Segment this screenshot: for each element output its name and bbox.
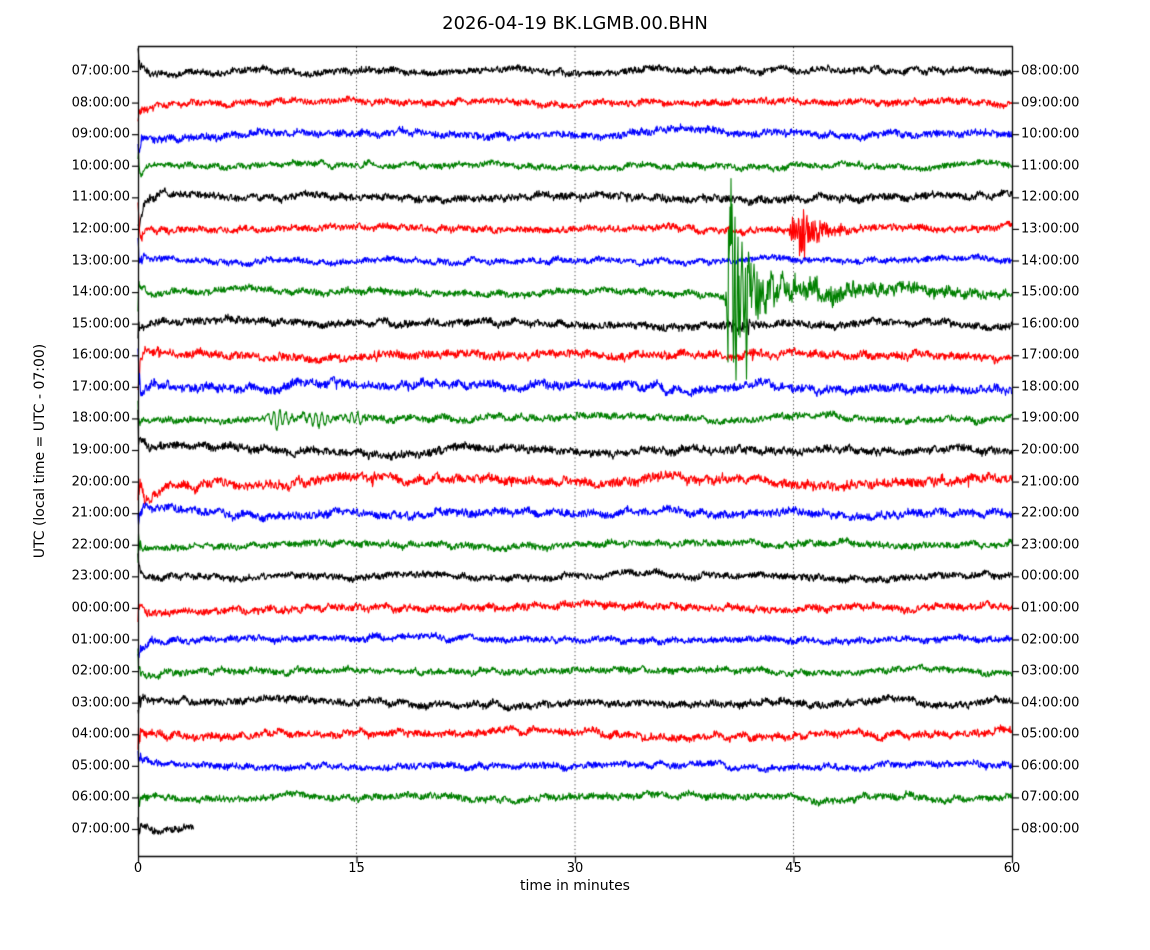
right-time-label: 05:00:00 xyxy=(1021,726,1080,742)
x-tick-label: 60 xyxy=(1003,861,1021,876)
right-time-label: 13:00:00 xyxy=(1021,221,1080,237)
left-time-label: 12:00:00 xyxy=(71,221,130,237)
left-time-label: 23:00:00 xyxy=(71,568,130,584)
left-time-label: 02:00:00 xyxy=(71,663,130,679)
right-time-label: 11:00:00 xyxy=(1021,158,1080,174)
left-time-label: 19:00:00 xyxy=(71,442,130,458)
right-time-label: 20:00:00 xyxy=(1021,442,1080,458)
left-time-label: 17:00:00 xyxy=(71,379,130,395)
x-tick-label: 45 xyxy=(785,861,802,876)
left-time-label: 09:00:00 xyxy=(71,126,130,142)
right-time-label: 06:00:00 xyxy=(1021,758,1080,774)
left-time-label: 15:00:00 xyxy=(71,316,130,332)
left-time-label: 11:00:00 xyxy=(71,189,130,205)
left-time-label: 14:00:00 xyxy=(71,284,130,300)
left-time-label: 03:00:00 xyxy=(71,695,130,711)
left-time-label: 07:00:00 xyxy=(71,63,130,79)
right-time-label: 00:00:00 xyxy=(1021,568,1080,584)
right-time-label: 02:00:00 xyxy=(1021,632,1080,647)
right-time-label: 09:00:00 xyxy=(1021,95,1080,111)
right-time-label: 07:00:00 xyxy=(1021,789,1080,805)
x-tick-label: 30 xyxy=(566,861,584,876)
right-time-label: 12:00:00 xyxy=(1021,189,1080,205)
left-time-label: 10:00:00 xyxy=(71,158,130,174)
right-time-label: 17:00:00 xyxy=(1021,347,1080,363)
left-time-label: 00:00:00 xyxy=(71,600,130,616)
left-time-label: 20:00:00 xyxy=(71,474,130,490)
left-time-label: 16:00:00 xyxy=(71,347,130,363)
left-time-label: 04:00:00 xyxy=(71,726,130,742)
right-time-label: 08:00:00 xyxy=(1021,821,1080,837)
chart-title: 2026-04-19 BK.LGMB.00.BHN xyxy=(442,13,708,34)
right-time-label: 19:00:00 xyxy=(1021,410,1080,426)
right-time-label: 03:00:00 xyxy=(1021,663,1080,679)
right-time-label: 14:00:00 xyxy=(1021,253,1080,268)
right-time-label: 01:00:00 xyxy=(1021,600,1080,616)
left-time-label: 08:00:00 xyxy=(71,95,130,111)
right-time-label: 21:00:00 xyxy=(1021,474,1080,490)
right-time-label: 22:00:00 xyxy=(1021,505,1080,521)
right-time-label: 18:00:00 xyxy=(1021,379,1080,395)
right-time-label: 15:00:00 xyxy=(1021,284,1080,300)
left-time-label: 18:00:00 xyxy=(71,410,130,426)
x-tick-label: 0 xyxy=(133,861,143,876)
left-time-label: 22:00:00 xyxy=(71,537,130,553)
left-time-label: 13:00:00 xyxy=(71,253,130,268)
left-time-label: 21:00:00 xyxy=(71,505,130,521)
left-time-label: 01:00:00 xyxy=(71,632,130,647)
right-time-label: 10:00:00 xyxy=(1021,126,1080,142)
left-time-label: 07:00:00 xyxy=(71,821,130,837)
right-time-label: 16:00:00 xyxy=(1021,316,1080,332)
x-axis-label: time in minutes xyxy=(520,878,630,894)
x-tick-label: 15 xyxy=(348,861,365,876)
right-time-label: 23:00:00 xyxy=(1021,537,1080,553)
right-time-label: 04:00:00 xyxy=(1021,695,1080,711)
left-time-label: 05:00:00 xyxy=(71,758,130,774)
right-time-label: 08:00:00 xyxy=(1021,63,1080,79)
left-time-label: 06:00:00 xyxy=(71,789,130,805)
